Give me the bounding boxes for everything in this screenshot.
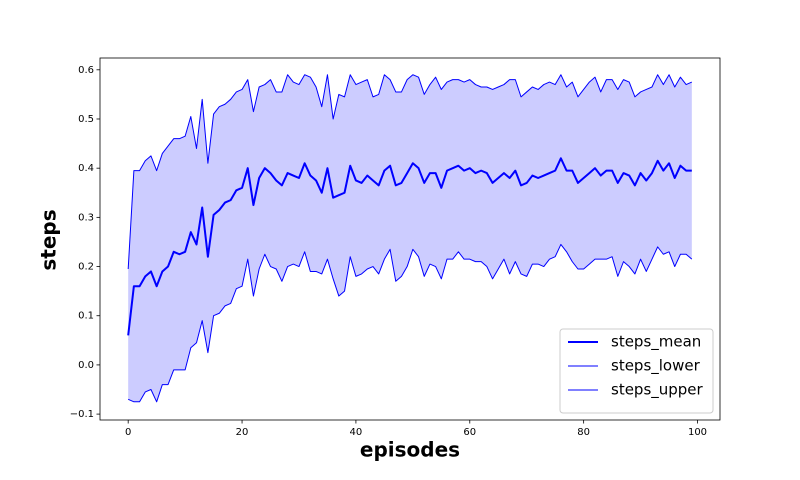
series-line — [127, 74, 693, 270]
series-line — [127, 243, 693, 403]
legend-box — [559, 328, 714, 414]
x-tick-label: 0 — [125, 427, 131, 438]
series-line — [127, 157, 692, 336]
legend-label: steps_upper — [611, 381, 704, 400]
y-tick-label: 0.1 — [78, 311, 94, 322]
y-tick-label: 0.5 — [78, 114, 94, 125]
y-tick-label: 0.0 — [78, 360, 94, 371]
fill-between — [128, 74, 692, 402]
x-axis-label: episodes — [360, 438, 460, 462]
y-axis-label: steps — [37, 209, 61, 270]
x-tick-label: 40 — [350, 427, 363, 438]
legend-label: steps_lower — [611, 357, 701, 376]
x-tick-label: 100 — [688, 427, 707, 438]
plot-frame — [99, 57, 721, 421]
y-tick-label: 0.4 — [78, 163, 94, 174]
y-tick-label: 0.6 — [78, 65, 94, 76]
x-tick-label: 60 — [463, 427, 476, 438]
x-tick-label: 20 — [236, 427, 249, 438]
y-tick-label: −0.1 — [70, 409, 94, 420]
legend-label: steps_mean — [611, 333, 701, 352]
y-tick-label: 0.2 — [78, 262, 94, 273]
x-tick-label: 80 — [577, 427, 590, 438]
y-tick-label: 0.3 — [78, 212, 94, 223]
